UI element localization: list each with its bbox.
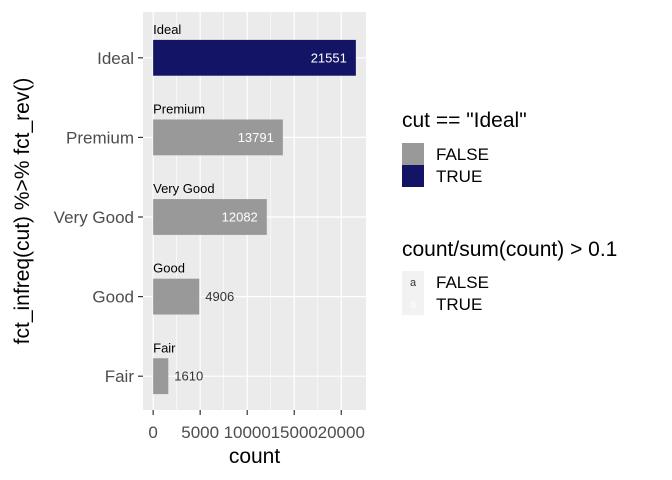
legend-title: count/sum(count) > 0.1 [402,238,617,261]
x-tick-label: 0 [148,423,157,442]
bar-name-label: Good [153,261,185,276]
x-tick-label: 20000 [318,423,365,442]
legend-key-text: a [410,277,417,289]
legend-item-label: FALSE [436,145,489,164]
value-label: 1610 [174,369,203,384]
legend-key-box [402,271,424,293]
y-tick-label: Fair [105,367,135,386]
value-labels: 21551 13791 12082 4906 1610 [174,50,347,383]
y-tick-label: Good [92,288,134,307]
bar-name-label: Premium [153,101,205,116]
legend-key-swatch [402,165,424,187]
legend-key-box [402,293,424,315]
bar-name-label: Very Good [153,181,214,196]
bar [153,278,200,315]
y-tick-label: Premium [66,128,134,147]
legend-cut-ideal: cut == "Ideal" FALSE TRUE [402,109,527,187]
legend-title: cut == "Ideal" [402,109,527,132]
bar-name-label: Ideal [153,22,181,37]
x-tick-label: 15000 [271,423,318,442]
bar [153,199,267,235]
legend-item-label: FALSE [436,273,489,292]
value-label: 4906 [205,289,234,304]
value-label: 12082 [222,210,258,225]
y-tick-label: Very Good [54,208,134,227]
y-tick-label: Ideal [97,49,134,68]
x-tick-label: 10000 [224,423,271,442]
y-axis-title: fct_infreq(cut) %>% fct_rev() [11,78,34,345]
bars [153,39,356,395]
bar-name-label: Fair [153,340,176,355]
bar-name-labels: Ideal Premium Very Good Good Fair [153,22,214,355]
value-label: 21551 [311,50,347,65]
x-axis: 0 5000 10000 15000 20000 [148,410,365,442]
x-tick-label: 5000 [181,423,219,442]
legend-key-swatch [402,143,424,165]
y-axis: Ideal Premium Very Good Good Fair [54,49,143,386]
legend-proportion: count/sum(count) > 0.1 a FALSE a TRUE [402,238,617,315]
legend-key-text: a [410,299,417,311]
legend-item-label: TRUE [436,295,482,314]
legend-item-label: TRUE [436,167,482,186]
value-label: 13791 [238,130,274,145]
bar [153,358,169,395]
x-axis-title: count [229,445,281,468]
bar [153,119,283,156]
bar [153,39,356,76]
